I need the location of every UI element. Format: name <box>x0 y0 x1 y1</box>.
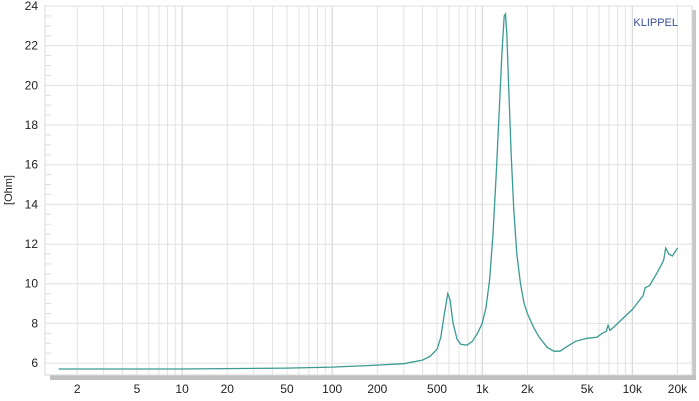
grid <box>45 5 692 375</box>
y-tick-label: 24 <box>25 0 39 13</box>
plot-shadow-right <box>692 10 696 380</box>
klippel-watermark: KLIPPEL <box>633 17 678 29</box>
x-tick-label: 500 <box>427 382 447 396</box>
x-tick-label: 2 <box>74 382 81 396</box>
y-tick-label: 22 <box>25 39 39 53</box>
y-minor-ticks <box>45 15 51 354</box>
y-tick-label: 6 <box>31 356 38 370</box>
y-tick-label: 18 <box>25 118 39 132</box>
x-tick-label: 5k <box>581 382 595 396</box>
y-tick-label: 8 <box>31 316 38 330</box>
y-tick-label: 10 <box>25 277 39 291</box>
plot-shadow-bottom <box>50 375 696 380</box>
impedance-series-line <box>58 11 679 370</box>
x-tick-label: 50 <box>280 382 294 396</box>
y-tick-labels: 6 8 10 12 14 16 18 20 22 24 <box>25 0 39 370</box>
x-tick-label: 5 <box>134 382 141 396</box>
x-tick-label: 100 <box>322 382 342 396</box>
x-tick-label: 20k <box>668 382 688 396</box>
y-tick-label: 14 <box>25 197 39 211</box>
plot-area <box>44 5 693 376</box>
y-tick-label: 20 <box>25 78 39 92</box>
x-tick-labels: 2 5 10 20 50 100 200 500 1k 2k 5k 10k 20k <box>74 382 688 396</box>
x-tick-label: 10 <box>175 382 189 396</box>
x-tick-label: 20 <box>221 382 235 396</box>
x-tick-label: 1k <box>476 382 490 396</box>
x-tick-label: 10k <box>623 382 643 396</box>
y-tick-label: 12 <box>25 237 39 251</box>
x-tick-label: 2k <box>521 382 535 396</box>
y-axis-label: [Ohm] <box>3 175 15 205</box>
y-tick-label: 16 <box>25 158 39 172</box>
x-tick-label: 200 <box>367 382 387 396</box>
